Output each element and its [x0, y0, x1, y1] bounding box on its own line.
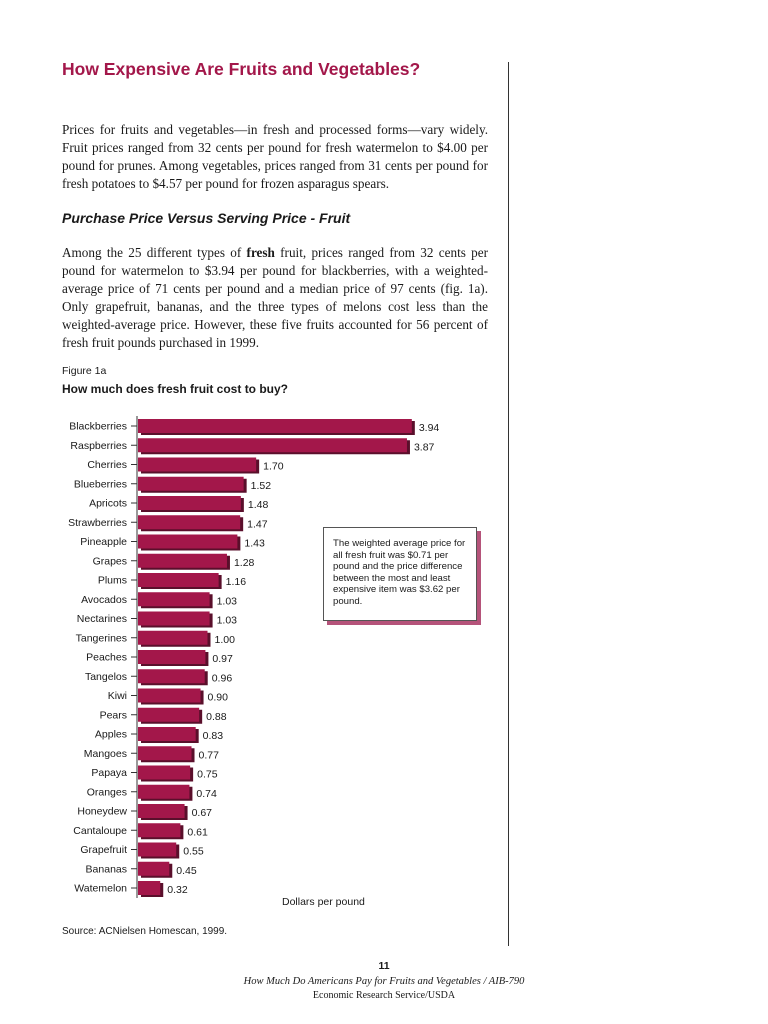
- category-label-raspberries: Raspberries: [70, 440, 127, 452]
- value-label-tangelos: 0.96: [212, 672, 233, 684]
- value-label-blueberries: 1.52: [251, 480, 272, 492]
- figure-label: Figure 1a: [62, 365, 107, 377]
- bar-grapefruit: [138, 842, 177, 857]
- bar-pears: [138, 707, 200, 722]
- category-label-pears: Pears: [100, 709, 127, 721]
- category-label-papaya: Papaya: [91, 767, 127, 779]
- fruit-paragraph: Among the 25 different types of fresh fr…: [62, 244, 488, 352]
- category-label-tangerines: Tangerines: [76, 632, 127, 644]
- bar-mangoes: [138, 746, 192, 761]
- column-divider: [508, 62, 509, 946]
- category-label-apricots: Apricots: [89, 498, 127, 510]
- bar-honeydew: [138, 804, 185, 818]
- bar-cherries: [138, 457, 257, 472]
- value-label-grapes: 1.28: [234, 557, 255, 569]
- bar-raspberries: [138, 438, 407, 453]
- value-label-blackberries: 3.94: [419, 422, 440, 434]
- value-label-mangoes: 0.77: [199, 749, 220, 761]
- value-label-pineapple: 1.43: [244, 538, 265, 550]
- value-label-avocados: 1.03: [217, 595, 238, 607]
- bar-nectarines: [138, 611, 210, 626]
- section-subheading: Purchase Price Versus Serving Price - Fr…: [62, 210, 351, 226]
- value-label-honeydew: 0.67: [192, 807, 213, 819]
- bar-apples: [138, 727, 196, 741]
- bar-oranges: [138, 784, 190, 799]
- category-label-grapes: Grapes: [93, 555, 127, 567]
- value-label-watemelon: 0.32: [167, 884, 188, 896]
- bar-watemelon: [138, 881, 161, 895]
- bar-bananas: [138, 861, 170, 876]
- fruit-paragraph-start: Among the 25 different types of: [62, 245, 247, 260]
- value-label-cantaloupe: 0.61: [187, 826, 208, 838]
- value-label-strawberries: 1.47: [247, 518, 268, 530]
- bar-avocados: [138, 592, 210, 607]
- category-label-apples: Apples: [95, 729, 127, 741]
- chart-annotation-box: The weighted average price for all fresh…: [323, 527, 477, 621]
- bar-tangerines: [138, 630, 208, 645]
- fruit-paragraph-end: fruit, prices ranged from 32 cents per p…: [62, 245, 488, 350]
- value-label-peaches: 0.97: [212, 653, 233, 665]
- fruit-price-bar-chart: Blackberries 3.94 Raspberries 3.87 Cherries 1…: [68, 416, 440, 898]
- bar-apricots: [138, 496, 241, 510]
- category-label-mangoes: Mangoes: [84, 748, 127, 760]
- category-label-strawberries: Strawberries: [68, 517, 127, 529]
- bar-kiwi: [138, 688, 201, 703]
- category-label-blueberries: Blueberries: [74, 478, 127, 490]
- value-label-pears: 0.88: [206, 711, 227, 723]
- category-label-pineapple: Pineapple: [80, 536, 127, 548]
- bar-tangelos: [138, 669, 205, 684]
- bar-blackberries: [138, 419, 412, 433]
- value-label-apricots: 1.48: [248, 499, 269, 511]
- category-label-oranges: Oranges: [87, 786, 127, 798]
- bar-cantaloupe: [138, 823, 181, 838]
- category-label-avocados: Avocados: [81, 594, 127, 606]
- category-label-kiwi: Kiwi: [108, 690, 127, 702]
- bar-pineapple: [138, 534, 238, 549]
- footer-organization: Economic Research Service/USDA: [312, 990, 456, 1001]
- value-label-plums: 1.16: [226, 576, 247, 588]
- fruit-paragraph-emphasis: fresh: [246, 245, 275, 260]
- category-label-peaches: Peaches: [86, 652, 127, 664]
- value-label-apples: 0.83: [203, 730, 224, 742]
- category-label-blackberries: Blackberries: [69, 421, 127, 433]
- category-label-watemelon: Watemelon: [74, 883, 127, 895]
- value-label-raspberries: 3.87: [414, 441, 435, 453]
- category-label-honeydew: Honeydew: [77, 806, 127, 818]
- value-label-kiwi: 0.90: [208, 692, 229, 704]
- value-label-oranges: 0.74: [196, 788, 217, 800]
- category-label-grapefruit: Grapefruit: [80, 844, 127, 856]
- page-title: How Expensive Are Fruits and Vegetables?: [62, 59, 421, 79]
- value-label-bananas: 0.45: [176, 865, 197, 877]
- bar-strawberries: [138, 515, 241, 530]
- x-axis-label: Dollars per pound: [282, 896, 365, 908]
- intro-paragraph: Prices for fruits and vegetables—in fres…: [62, 122, 488, 191]
- value-label-papaya: 0.75: [197, 769, 218, 781]
- category-label-plums: Plums: [98, 575, 127, 587]
- page-number: 11: [378, 960, 390, 972]
- value-label-grapefruit: 0.55: [183, 846, 204, 858]
- category-label-nectarines: Nectarines: [77, 613, 127, 625]
- footer-title: How Much Do Americans Pay for Fruits and…: [243, 976, 525, 987]
- value-label-tangerines: 1.00: [215, 634, 236, 646]
- value-label-cherries: 1.70: [263, 461, 284, 473]
- source-note: Source: ACNielsen Homescan, 1999.: [62, 926, 228, 937]
- category-label-cherries: Cherries: [87, 459, 127, 471]
- category-label-tangelos: Tangelos: [85, 671, 127, 683]
- bar-grapes: [138, 553, 227, 568]
- bar-peaches: [138, 650, 206, 664]
- bar-plums: [138, 573, 219, 587]
- category-label-cantaloupe: Cantaloupe: [73, 825, 127, 837]
- value-label-nectarines: 1.03: [217, 615, 238, 627]
- figure-title: How much does fresh fruit cost to buy?: [62, 382, 289, 396]
- bar-blueberries: [138, 476, 244, 491]
- category-label-bananas: Bananas: [86, 863, 127, 875]
- bar-papaya: [138, 765, 191, 780]
